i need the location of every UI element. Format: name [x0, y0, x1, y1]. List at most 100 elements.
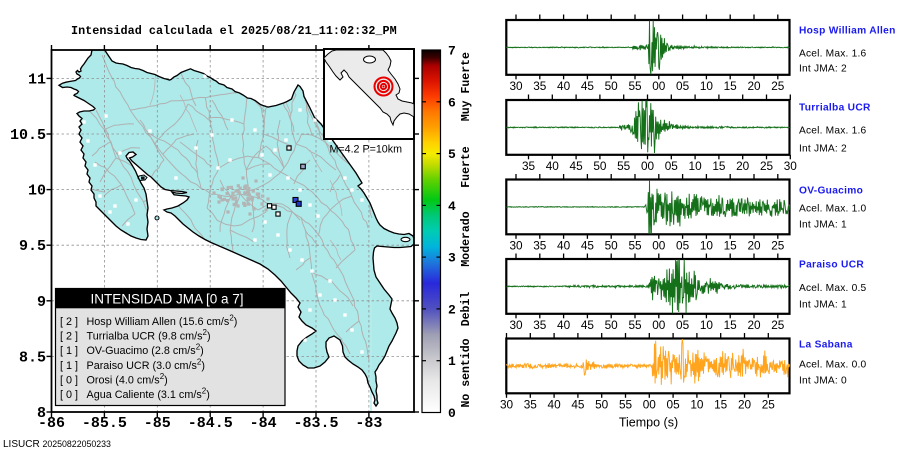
svg-text:35: 35 — [533, 239, 547, 253]
svg-text:30: 30 — [509, 318, 523, 332]
svg-text:05: 05 — [665, 159, 679, 173]
svg-text:55: 55 — [628, 79, 642, 93]
svg-text:50: 50 — [593, 159, 607, 173]
svg-text:10.5: 10.5 — [10, 127, 46, 144]
svg-text:05: 05 — [676, 79, 690, 93]
svg-text:20: 20 — [736, 159, 750, 173]
svg-text:15: 15 — [714, 398, 728, 412]
svg-text:No sentido: No sentido — [460, 338, 473, 407]
svg-text:-84.5: -84.5 — [188, 415, 233, 432]
svg-text:00: 00 — [641, 159, 655, 173]
svg-text:[ 0 ]: [ 0 ] — [60, 389, 78, 401]
svg-text:[ 2 ]: [ 2 ] — [60, 316, 78, 328]
svg-text:50: 50 — [605, 239, 619, 253]
svg-text:45: 45 — [570, 159, 584, 173]
svg-text:Turrialba UCR: Turrialba UCR — [799, 103, 871, 114]
svg-text:OV-Guacimo: OV-Guacimo — [799, 186, 863, 197]
svg-text:05: 05 — [676, 239, 690, 253]
svg-text:Fuerte: Fuerte — [460, 146, 473, 188]
svg-text:Int JMA: 0: Int JMA: 0 — [799, 376, 847, 387]
svg-text:Int JMA: 2: Int JMA: 2 — [799, 144, 847, 155]
svg-text:0: 0 — [448, 406, 456, 421]
svg-text:40: 40 — [546, 159, 560, 173]
svg-text:45: 45 — [581, 79, 595, 93]
svg-text:La Sabana: La Sabana — [799, 340, 853, 351]
svg-text:50: 50 — [605, 79, 619, 93]
svg-text:10: 10 — [689, 159, 703, 173]
svg-text:Paraiso UCR (3.0 cm/s2): Paraiso UCR (3.0 cm/s2) — [87, 358, 205, 373]
svg-text:[ 1 ]: [ 1 ] — [60, 345, 78, 357]
svg-text:10: 10 — [690, 398, 704, 412]
svg-text:25: 25 — [762, 398, 776, 412]
svg-text:Moderado: Moderado — [460, 211, 473, 266]
svg-text:10: 10 — [700, 79, 714, 93]
svg-text:[ 0 ]: [ 0 ] — [60, 375, 78, 387]
svg-text:55: 55 — [619, 398, 633, 412]
svg-text:45: 45 — [571, 398, 585, 412]
svg-text:6: 6 — [448, 95, 456, 110]
svg-text:[ 2 ]: [ 2 ] — [60, 331, 78, 343]
svg-text:25: 25 — [771, 239, 785, 253]
svg-text:20: 20 — [747, 79, 761, 93]
svg-text:Int JMA: 2: Int JMA: 2 — [799, 63, 847, 74]
svg-text:05: 05 — [676, 318, 690, 332]
svg-text:Paraiso UCR: Paraiso UCR — [799, 260, 864, 271]
svg-text:-84: -84 — [250, 415, 277, 432]
svg-text:25: 25 — [760, 159, 774, 173]
svg-text:25: 25 — [771, 318, 785, 332]
svg-text:40: 40 — [548, 398, 562, 412]
svg-text:Int JMA: 1: Int JMA: 1 — [799, 300, 847, 311]
svg-text:35: 35 — [533, 318, 547, 332]
svg-text:10: 10 — [28, 183, 46, 200]
svg-text:[ 1 ]: [ 1 ] — [60, 360, 78, 372]
svg-text:20: 20 — [747, 239, 761, 253]
svg-text:40: 40 — [557, 239, 571, 253]
svg-text:-85: -85 — [144, 415, 171, 432]
svg-text:35: 35 — [533, 79, 547, 93]
svg-text:-86: -86 — [38, 415, 65, 432]
svg-text:00: 00 — [643, 398, 657, 412]
svg-text:10: 10 — [700, 239, 714, 253]
svg-text:20: 20 — [738, 398, 752, 412]
svg-text:7: 7 — [448, 44, 456, 59]
svg-text:15: 15 — [724, 239, 738, 253]
svg-text:00: 00 — [652, 79, 666, 93]
svg-text:15: 15 — [724, 79, 738, 93]
svg-text:OV-Guacimo (2.8 cm/s2): OV-Guacimo (2.8 cm/s2) — [87, 343, 204, 358]
svg-text:00: 00 — [652, 318, 666, 332]
svg-text:30: 30 — [509, 79, 523, 93]
svg-text:45: 45 — [581, 239, 595, 253]
svg-text:Acel. Max. 1.0: Acel. Max. 1.0 — [799, 204, 866, 215]
svg-text:Agua Caliente (3.1 cm/s2): Agua Caliente (3.1 cm/s2) — [87, 387, 210, 402]
svg-text:15: 15 — [724, 318, 738, 332]
svg-text:50: 50 — [595, 398, 609, 412]
svg-text:30: 30 — [784, 159, 798, 173]
svg-text:Hosp William Allen: Hosp William Allen — [799, 26, 896, 37]
svg-text:40: 40 — [557, 318, 571, 332]
svg-text:5: 5 — [448, 147, 456, 162]
svg-text:LISUCR 20250822050233: LISUCR 20250822050233 — [3, 439, 111, 450]
svg-text:25: 25 — [771, 79, 785, 93]
svg-text:Acel. Max. 1.6: Acel. Max. 1.6 — [799, 48, 866, 59]
svg-text:9.5: 9.5 — [19, 238, 46, 255]
svg-text:05: 05 — [667, 398, 681, 412]
svg-text:Int JMA: 1: Int JMA: 1 — [799, 220, 847, 231]
svg-text:40: 40 — [557, 79, 571, 93]
svg-text:Acel. Max. 0.5: Acel. Max. 0.5 — [799, 283, 866, 294]
svg-text:35: 35 — [522, 159, 536, 173]
svg-text:55: 55 — [617, 159, 631, 173]
svg-text:-83.5: -83.5 — [293, 415, 338, 432]
svg-text:4: 4 — [448, 199, 456, 214]
svg-text:Intensidad calculada el 2025/0: Intensidad calculada el 2025/08/21_11:02… — [71, 24, 397, 38]
svg-text:55: 55 — [628, 239, 642, 253]
svg-text:30: 30 — [509, 239, 523, 253]
svg-text:INTENSIDAD JMA [0 a 7]: INTENSIDAD JMA [0 a 7] — [90, 292, 243, 307]
svg-text:Hosp William Allen (15.6 cm/s2: Hosp William Allen (15.6 cm/s2) — [87, 314, 238, 329]
svg-text:35: 35 — [524, 398, 538, 412]
svg-text:M=4.2 P=10km: M=4.2 P=10km — [330, 144, 403, 156]
svg-text:8: 8 — [37, 405, 46, 422]
svg-text:1: 1 — [448, 354, 456, 369]
svg-text:-85.5: -85.5 — [82, 415, 127, 432]
svg-text:2: 2 — [448, 302, 456, 317]
svg-text:00: 00 — [652, 239, 666, 253]
